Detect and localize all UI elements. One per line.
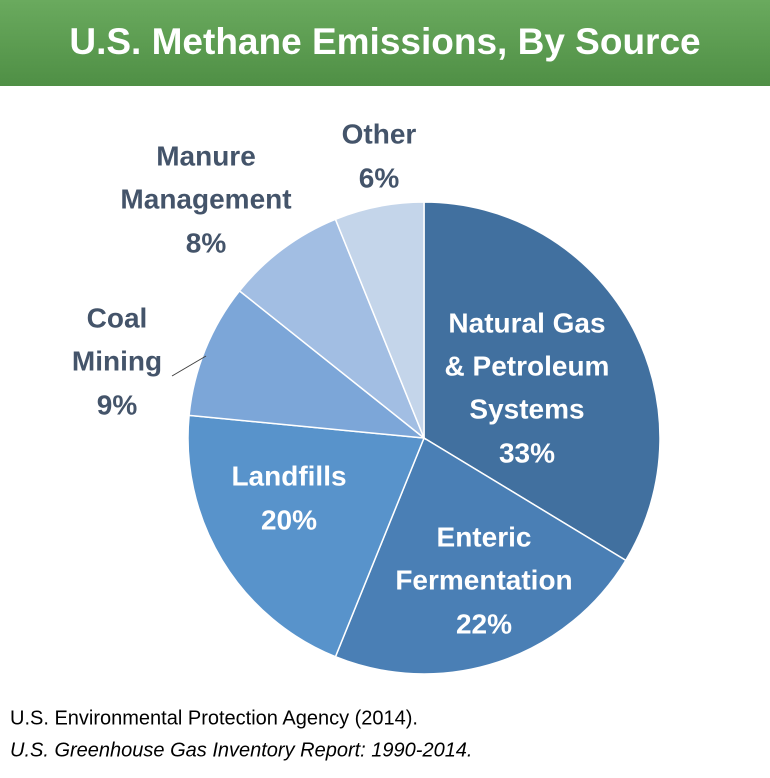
leader-line — [171, 355, 207, 377]
source-line: U.S. Greenhouse Gas Inventory Report: 19… — [10, 739, 473, 761]
pie-slice — [187, 414, 426, 658]
pie-slice — [188, 289, 427, 439]
source-line: U.S. Environmental Protection Agency (20… — [10, 707, 418, 729]
pie-slice — [334, 436, 627, 675]
slice-label: Management — [120, 183, 291, 214]
value-label: 22% — [456, 608, 512, 639]
pie-slice — [423, 201, 661, 562]
pie — [187, 201, 661, 675]
slice-label: Natural Gas — [448, 307, 605, 338]
slice-label: Mining — [72, 345, 162, 376]
slice-label: Coal — [87, 302, 148, 333]
slice-label: Fermentation — [395, 564, 572, 595]
value-label: 20% — [261, 504, 317, 535]
value-label: 8% — [186, 227, 227, 258]
pie-slice — [238, 218, 426, 441]
slice-label: & Petroleum — [445, 350, 610, 381]
slice-label: Landfills — [231, 460, 346, 491]
slice-label: Manure — [156, 140, 256, 171]
value-label: 33% — [499, 437, 555, 468]
slice-label: Other — [342, 118, 417, 149]
slice-label: Systems — [469, 393, 584, 424]
value-label: 6% — [359, 162, 400, 193]
pie-slice — [334, 201, 425, 439]
title-banner — [0, 0, 770, 86]
value-label: 9% — [97, 389, 138, 420]
slice-label: Enteric — [437, 521, 532, 552]
chart-title: U.S. Methane Emissions, By Source — [69, 21, 700, 62]
